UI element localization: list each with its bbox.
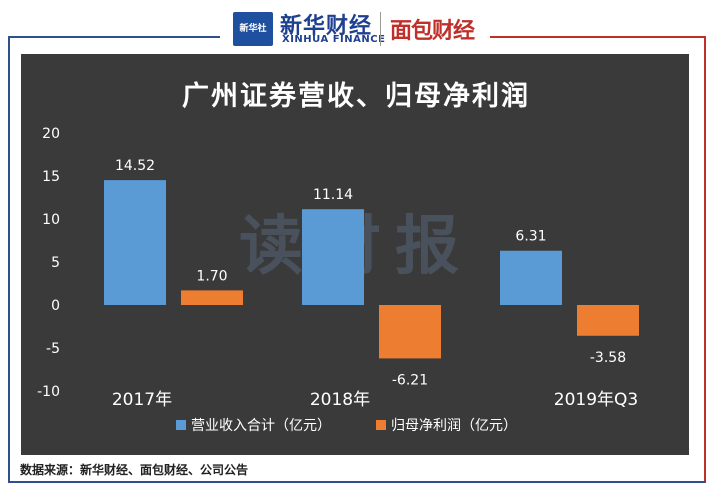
y-tick-label: 10 [42,212,60,228]
x-axis: 2017年 2018年 2019年Q3 [112,390,638,410]
data-source-note: 数据来源：新华财经、面包财经、公司公告 [20,463,249,477]
legend-swatch [376,420,386,430]
frame-border-bottom [8,481,706,483]
chart-title: 广州证券营收、归母净利润 [182,80,530,112]
legend: 营业收入合计（亿元） 归母净利润（亿元） [176,417,517,434]
y-tick-label: -10 [37,384,60,400]
data-label: -6.21 [392,372,428,388]
data-label: 11.14 [313,187,353,203]
legend-label: 归母净利润（亿元） [391,417,517,434]
legend-label: 营业收入合计（亿元） [191,418,331,434]
frame-border-left [8,36,10,482]
x-tick-label: 2017年 [112,390,172,410]
y-tick-label: 5 [51,255,60,271]
data-label: -3.58 [590,350,626,366]
data-label: 14.52 [115,158,155,174]
bars: 14.52 11.14 6.31 1.70 -6.21 -3.58 [104,158,639,388]
data-label: 6.31 [515,229,546,245]
x-tick-label: 2018年 [310,390,370,410]
logo-separator [380,12,381,46]
bar-revenue [500,250,562,305]
bar-net-profit [181,290,243,305]
x-tick-label: 2019年Q3 [554,390,638,410]
y-tick-label: 20 [42,126,60,142]
xinhua-logo: 新华社 [233,12,273,46]
xinhua-finance-logo-en: XINHUA FINANCE [282,34,386,45]
data-label: 1.70 [196,268,227,284]
y-tick-label: 15 [42,169,60,185]
xinhua-finance-logo-text: 新华财经 [280,13,373,39]
y-tick-label: 0 [51,298,60,314]
bar-net-profit [577,305,639,336]
frame-border-right [704,36,706,482]
bar-revenue [104,180,166,305]
bar-revenue [302,209,364,305]
legend-swatch [176,420,186,430]
frame-line-left [8,36,220,38]
bar-net-profit [379,305,441,359]
frame-line-right [490,36,706,38]
y-tick-label: -5 [46,341,60,357]
y-axis: 20 15 10 5 0 -5 -10 [37,126,60,400]
mianbao-finance-logo: 面包财经 [390,19,475,44]
